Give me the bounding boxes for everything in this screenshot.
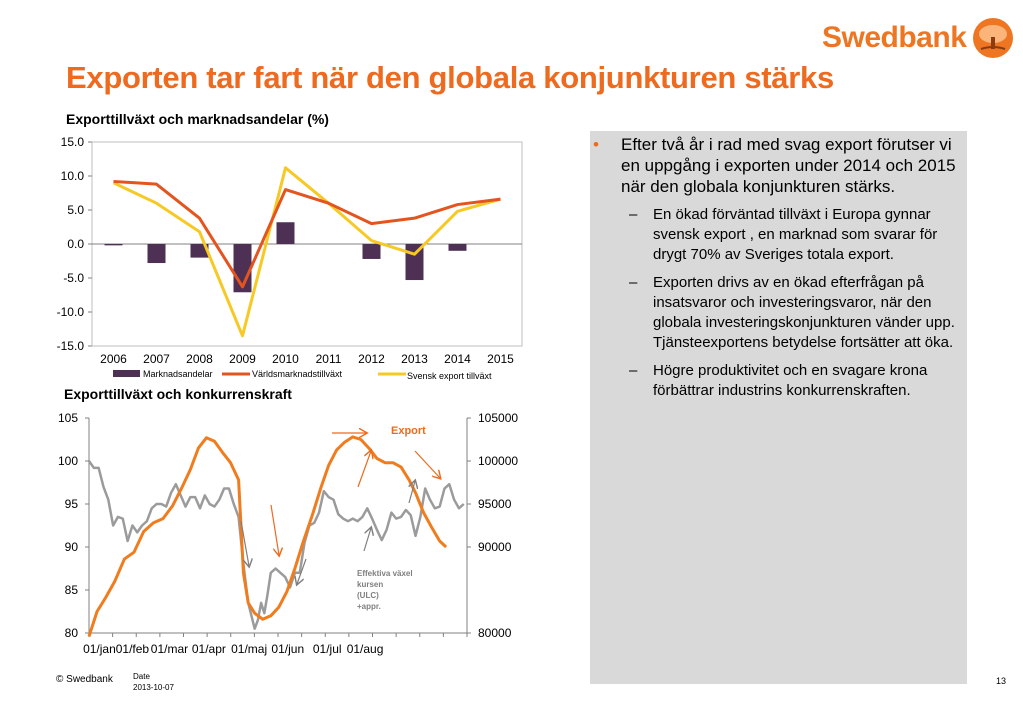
x-tick-label: 01/aug <box>347 642 384 656</box>
dash-marker: – <box>629 362 638 379</box>
series-line-export <box>87 435 448 637</box>
annotation-arrow <box>270 504 279 555</box>
annotation-ulc-label: (ULC) <box>357 591 379 600</box>
sub-bullet-1-text: En ökad förväntad tillväxt i Europa gynn… <box>653 206 938 263</box>
x-tick-label: 2007 <box>143 352 170 366</box>
y-tick-label: 5.0 <box>67 203 84 217</box>
annotation-arrow <box>240 520 249 566</box>
series-line-varldsmarknad <box>113 179 501 289</box>
x-tick-label: 2014 <box>444 352 471 366</box>
annotation-arrow <box>297 558 307 584</box>
x-tick-label: 2013 <box>401 352 428 366</box>
dash-marker: – <box>629 206 638 223</box>
x-tick-label: 2009 <box>229 352 256 366</box>
legend-label: Världsmarknadstillväxt <box>252 369 343 379</box>
annotation-arrow <box>408 481 415 504</box>
y-right-tick-label: 80000 <box>478 626 512 640</box>
x-tick-label: 01/jun <box>271 642 304 656</box>
x-tick-label: 01/feb <box>116 642 150 656</box>
y-left-tick-label: 80 <box>65 626 79 640</box>
x-tick-label: 2006 <box>100 352 127 366</box>
y-left-tick-label: 95 <box>65 497 79 511</box>
annotation-ulc-label: kursen <box>357 580 383 589</box>
annotation-export-label: Export <box>391 425 426 437</box>
y-left-tick-label: 105 <box>58 411 78 425</box>
bar-marknadsandelar <box>276 222 295 244</box>
logo-text: Swedbank <box>822 21 967 54</box>
footer-copyright: © Swedbank <box>56 674 113 685</box>
x-tick-label: 01/jul <box>313 642 342 656</box>
y-tick-label: -10.0 <box>57 305 85 319</box>
x-tick-label: 2015 <box>487 352 514 366</box>
bullet-main: • Efter två år i rad med svag export för… <box>593 134 963 197</box>
sub-bullet-3: – Högre produktivitet och en svagare kro… <box>593 361 963 401</box>
y-tick-label: 15.0 <box>61 135 85 149</box>
y-left-tick-label: 100 <box>58 454 78 468</box>
x-tick-label: 2011 <box>316 352 342 366</box>
sub-bullet-2-text: Exporten drivs av en ökad efterfrågan på… <box>653 274 955 351</box>
y-right-tick-label: 95000 <box>478 497 512 511</box>
y-tick-label: -5.0 <box>63 271 84 285</box>
x-tick-label: 2010 <box>272 352 299 366</box>
x-tick-label: 2012 <box>358 352 385 366</box>
page-number: 13 <box>996 676 1007 686</box>
bar-marknadsandelar <box>362 244 381 259</box>
sub-bullet-1: – En ökad förväntad tillväxt i Europa gy… <box>593 205 963 265</box>
x-tick-label: 01/jan <box>83 642 116 656</box>
bar-marknadsandelar <box>190 244 209 258</box>
y-right-tick-label: 100000 <box>478 454 518 468</box>
text-panel <box>590 131 967 684</box>
bar-marknadsandelar <box>147 244 166 264</box>
y-left-tick-label: 90 <box>65 540 79 554</box>
oak-tree-icon <box>973 18 1014 58</box>
footer-date-label: Date <box>133 672 150 681</box>
annotation-ulc-label: Effektiva växel <box>357 569 413 578</box>
y-tick-label: 10.0 <box>61 169 85 183</box>
x-tick-label: 01/maj <box>231 642 267 656</box>
dash-marker: – <box>629 274 638 291</box>
legend-swatch-marknadsandelar <box>113 370 140 377</box>
bar-marknadsandelar <box>104 244 123 246</box>
bullet-marker: • <box>593 135 599 154</box>
sub-bullet-2: – Exporten drivs av en ökad efterfrågan … <box>593 273 963 353</box>
legend-label: Marknadsandelar <box>143 369 213 379</box>
series-line-svensk-export <box>112 166 501 338</box>
series-line-effektiv-vaxelkurs <box>87 460 465 630</box>
annotation-arrow <box>357 451 371 488</box>
swedbank-logo: Swedbank <box>822 16 1014 60</box>
x-tick-label: 2008 <box>186 352 213 366</box>
annotation-arrow <box>414 450 440 478</box>
y-right-tick-label: 105000 <box>478 411 518 425</box>
chart1-title: Exporttillväxt och marknadsandelar (%) <box>66 111 329 127</box>
bullet-main-text: Efter två år i rad med svag export förut… <box>621 135 956 196</box>
legend-label: Svensk export tillväxt <box>407 371 492 381</box>
bullet-list: • Efter två år i rad med svag export för… <box>593 134 963 401</box>
slide-title: Exporten tar fart när den globala konjun… <box>66 60 834 95</box>
y-right-tick-label: 90000 <box>478 540 512 554</box>
sub-bullet-3-text: Högre produktivitet och en svagare krona… <box>653 362 928 399</box>
x-tick-label: 01/apr <box>192 642 226 656</box>
chart2-title: Exporttillväxt och konkurrenskraft <box>64 386 292 402</box>
y-tick-label: 0.0 <box>67 237 84 251</box>
y-tick-label: -15.0 <box>57 339 85 353</box>
x-tick-label: 01/mar <box>151 642 188 656</box>
y-left-tick-label: 85 <box>65 583 79 597</box>
footer-date: 2013-10-07 <box>133 683 174 692</box>
annotation-arrow <box>363 528 371 552</box>
bar-marknadsandelar <box>448 244 467 251</box>
annotation-ulc-label: +appr. <box>357 602 381 611</box>
